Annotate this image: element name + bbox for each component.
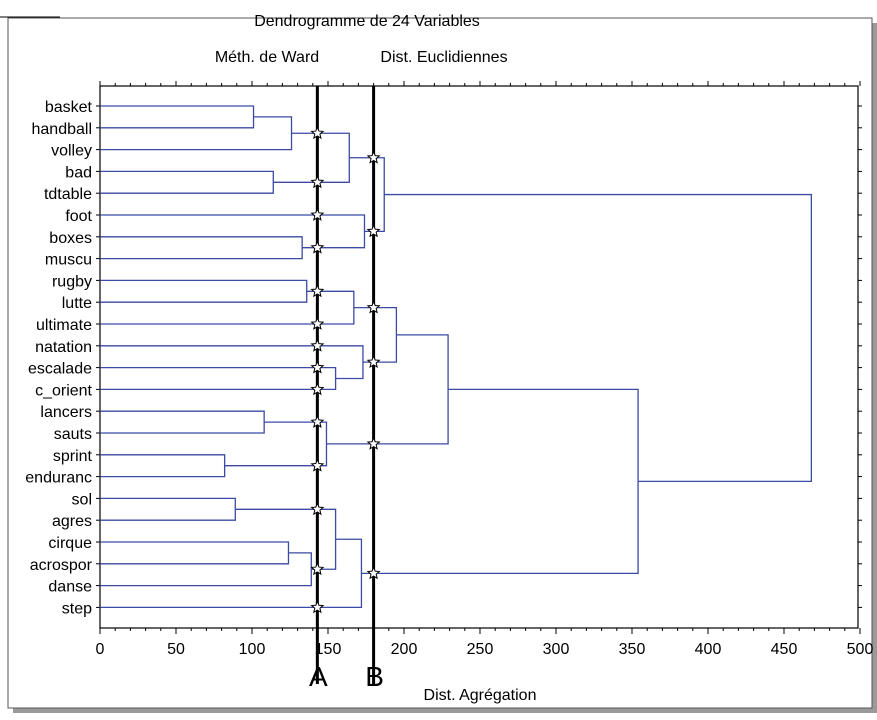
x-tick-label-250: 250 bbox=[467, 641, 494, 658]
x-tick-label-150: 150 bbox=[315, 641, 342, 658]
x-tick-label-450: 450 bbox=[771, 641, 798, 658]
cut-intersection-marker bbox=[310, 414, 325, 429]
cut-intersection-marker bbox=[310, 360, 325, 374]
leaf-label-boxes: boxes bbox=[49, 230, 92, 247]
leaf-label-lancers: lancers bbox=[40, 404, 92, 421]
cut-intersection-marker bbox=[310, 338, 325, 352]
cut-intersection-marker bbox=[310, 207, 325, 221]
leaf-label-escalade: escalade bbox=[28, 361, 92, 378]
leaf-label-sol: sol bbox=[72, 491, 92, 508]
dendrogram-link-m23 bbox=[384, 193, 813, 483]
x-tick-labels: 0 50 100 150 200 250 300 350 400 450 500 bbox=[96, 641, 874, 658]
cut-intersection-marker bbox=[310, 125, 325, 140]
chart-subtitle-distance: Dist. Euclidiennes bbox=[380, 49, 507, 66]
leaf-label-cirque: cirque bbox=[48, 535, 92, 552]
cut-intersection-marker bbox=[366, 224, 381, 238]
leaf-label-muscu: muscu bbox=[45, 252, 92, 269]
cut-intersection-marker bbox=[366, 150, 381, 164]
cut-intersection-marker bbox=[310, 174, 325, 189]
leaf-label-lutte: lutte bbox=[62, 295, 92, 312]
leaf-label-ultimate: ultimate bbox=[36, 317, 92, 334]
cut-intersection-marker bbox=[366, 566, 381, 580]
cut-intersection-marker bbox=[366, 300, 381, 314]
cut-intersection-marker bbox=[310, 240, 325, 254]
x-tick-label-0: 0 bbox=[96, 641, 105, 658]
cut-intersection-marker bbox=[310, 316, 325, 330]
axis-ticks bbox=[96, 81, 862, 634]
leaf-label-c_orient: c_orient bbox=[35, 382, 92, 399]
cut-intersection-marker bbox=[310, 600, 325, 614]
x-tick-label-400: 400 bbox=[695, 641, 722, 658]
x-tick-label-100: 100 bbox=[239, 641, 266, 658]
frame bbox=[7, 17, 873, 709]
cut-intersection-marker bbox=[310, 501, 325, 516]
x-tick-label-200: 200 bbox=[391, 641, 418, 658]
leaf-label-sprint: sprint bbox=[53, 448, 93, 465]
leaf-label-tdtable: tdtable bbox=[44, 186, 92, 203]
leaf-label-acrospor: acrospor bbox=[30, 557, 93, 574]
dendrogram-tree bbox=[100, 105, 813, 609]
cut-intersection-marker bbox=[310, 382, 325, 396]
x-tick-label-300: 300 bbox=[543, 641, 570, 658]
leaf-label-foot: foot bbox=[65, 208, 92, 225]
leaf-label-handball: handball bbox=[32, 121, 93, 138]
cut-intersection-marker bbox=[310, 561, 325, 576]
leaf-labels: basket handball volley bad tdtable foot boxes m… bbox=[25, 99, 92, 617]
leaf-label-danse: danse bbox=[48, 579, 92, 596]
leaf-label-volley: volley bbox=[51, 143, 92, 160]
x-axis-label: Dist. Agrégation bbox=[424, 687, 537, 704]
chart-subtitle-method: Méth. de Ward bbox=[215, 49, 319, 66]
x-tick-label-350: 350 bbox=[619, 641, 646, 658]
leaf-label-step: step bbox=[62, 600, 92, 617]
cut-intersection-marker bbox=[310, 283, 325, 298]
x-tick-label-50: 50 bbox=[167, 641, 185, 658]
leaf-label-agres: agres bbox=[52, 513, 92, 530]
leaf-label-sauts: sauts bbox=[54, 426, 92, 443]
cut-intersection-marker bbox=[310, 458, 325, 472]
leaf-label-bad: bad bbox=[65, 164, 92, 181]
leaf-label-rugby: rugby bbox=[52, 273, 92, 290]
cut-line-label-A: A bbox=[309, 661, 328, 692]
cut-intersection-marker bbox=[366, 354, 381, 369]
leaf-label-basket: basket bbox=[45, 99, 93, 116]
cut-intersection-marker bbox=[366, 436, 381, 450]
leaf-label-enduranc: enduranc bbox=[25, 470, 92, 487]
x-tick-label-500: 500 bbox=[847, 641, 874, 658]
cut-line-label-B: B bbox=[365, 661, 384, 692]
chart-title: Dendrogramme de 24 Variables bbox=[254, 13, 480, 30]
leaf-label-natation: natation bbox=[35, 339, 92, 356]
plot-area bbox=[99, 85, 859, 629]
